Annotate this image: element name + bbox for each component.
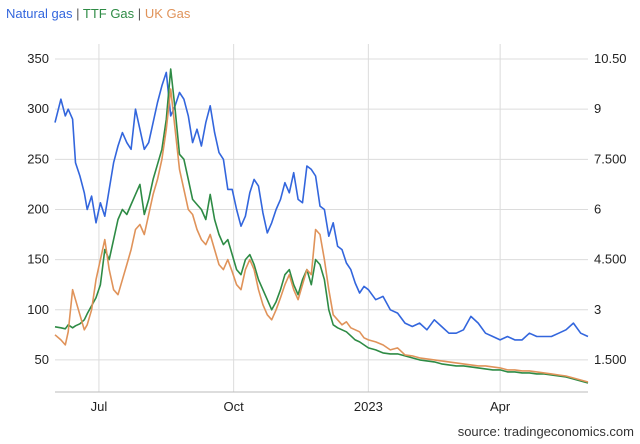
x-tick-label: Jul [91,399,108,414]
x-tick-label: 2023 [354,399,383,414]
y-tick-label-left: 150 [27,252,49,267]
y-tick-label-right: 1.500 [594,352,627,367]
chart-axes: 50 100 150 200 250 300 350 1.500 3 4.500 6 7.500 9 10… [27,51,626,414]
y-tick-label-right: 6 [594,201,601,216]
x-tick-label: Oct [224,399,245,414]
source-credit: source: tradingeconomics.com [457,424,634,439]
legend-separator: | [137,6,142,21]
y-tick-label-left: 300 [27,101,49,116]
y-tick-label-left: 350 [27,51,49,66]
y-tick-label-left: 50 [35,352,49,367]
y-tick-label-right: 7.500 [594,151,627,166]
legend-item-uk-gas[interactable]: UK Gas [144,6,191,21]
y-tick-label-right: 9 [594,101,601,116]
x-tick-label: Apr [490,399,511,414]
series-line-ttf-gas[interactable] [54,68,589,384]
y-tick-label-left: 200 [27,201,49,216]
y-tick-label-left: 250 [27,151,49,166]
y-tick-label-right: 4.500 [594,252,627,267]
line-chart: 50 100 150 200 250 300 350 1.500 3 4.500 6 7.500 9 10… [27,44,627,414]
y-tick-label-right: 10.50 [594,51,627,66]
y-tick-label-right: 3 [594,302,601,317]
series-line-natural-gas[interactable] [54,71,589,341]
legend-item-ttf-gas[interactable]: TTF Gas [82,6,135,21]
series-line-uk-gas[interactable] [54,88,589,383]
chart-series [54,68,589,384]
y-tick-label-left: 100 [27,302,49,317]
chart-legend: Natural gas | TTF Gas | UK Gas [6,6,190,21]
grid-lines [55,44,588,392]
legend-separator: | [76,6,80,21]
legend-item-natural-gas[interactable]: Natural gas [6,6,73,21]
